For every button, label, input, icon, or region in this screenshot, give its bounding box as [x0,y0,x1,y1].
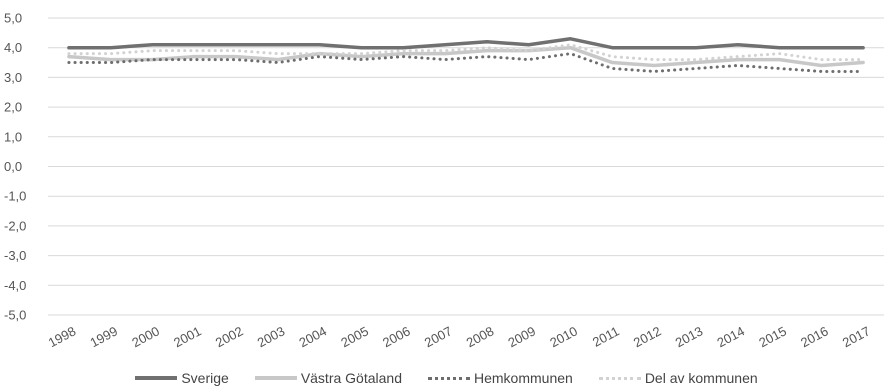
series-lines [67,37,865,73]
x-tick-label: 2015 [756,323,789,350]
y-tick-label: 2,0 [4,100,22,115]
legend-label: Västra Götaland [300,370,402,386]
legend-label: Hemkommunen [473,370,573,386]
legend-swatch [598,376,641,380]
series-line-1 [67,37,865,50]
x-tick-label: 2011 [590,323,622,349]
legend-swatch [427,376,470,380]
series-line-2 [67,45,865,68]
x-tick-label: 1998 [46,323,79,350]
legend-item: Del av kommunen [598,370,758,386]
gridlines [48,17,884,316]
x-tick-label: 2006 [380,323,413,350]
y-tick-label: 0,0 [4,159,22,174]
y-tick-label: -3,0 [4,248,26,263]
x-tick-label: 2004 [297,323,330,350]
legend-label: Sverige [181,370,229,386]
x-axis-ticks: 1998 1999 2000 2001 2002 2003 2004 2005 2006 2007… [46,323,873,350]
x-tick-label: 2017 [840,323,873,350]
y-tick-label: 1,0 [4,129,22,144]
x-tick-label: 2008 [464,323,497,350]
legend-swatch [254,376,297,380]
y-tick-label: -4,0 [4,278,26,293]
x-tick-label: 2016 [798,323,831,350]
legend-label: Del av kommunen [644,370,758,386]
y-tick-label: -1,0 [4,189,26,204]
x-tick-label: 2002 [213,323,246,350]
x-tick-label: 2010 [547,323,580,350]
y-tick-label: -5,0 [4,308,26,323]
x-tick-label: 2009 [506,323,539,350]
x-tick-label: 2007 [422,323,455,350]
x-tick-label: 2014 [715,323,748,350]
legend-item: Hemkommunen [427,370,573,386]
y-tick-label: -2,0 [4,218,26,233]
x-tick-label: 2001 [171,323,204,350]
x-tick-label: 2005 [338,323,371,350]
y-tick-label: 4,0 [4,40,22,55]
y-tick-label: 3,0 [4,70,22,85]
legend-swatch [135,376,178,380]
x-tick-label: 2003 [255,323,288,350]
series-line-4 [67,43,865,62]
y-tick-label: 5,0 [4,11,22,26]
x-tick-label: 2000 [129,323,162,350]
x-tick-label: 2013 [673,323,706,350]
legend-item: Västra Götaland [254,370,402,386]
x-tick-label: 1999 [88,323,121,350]
x-tick-label: 2012 [631,323,664,350]
series-line-3 [67,52,865,73]
y-axis-ticks: 5,0 4,0 3,0 2,0 1,0 0,0 -1,0 -2,0 -3,0 -4,0 -5,0 [4,11,26,323]
legend-item: Sverige [135,370,229,386]
legend: Sverige Västra Götaland Hemkommunen Del av … [0,368,893,388]
